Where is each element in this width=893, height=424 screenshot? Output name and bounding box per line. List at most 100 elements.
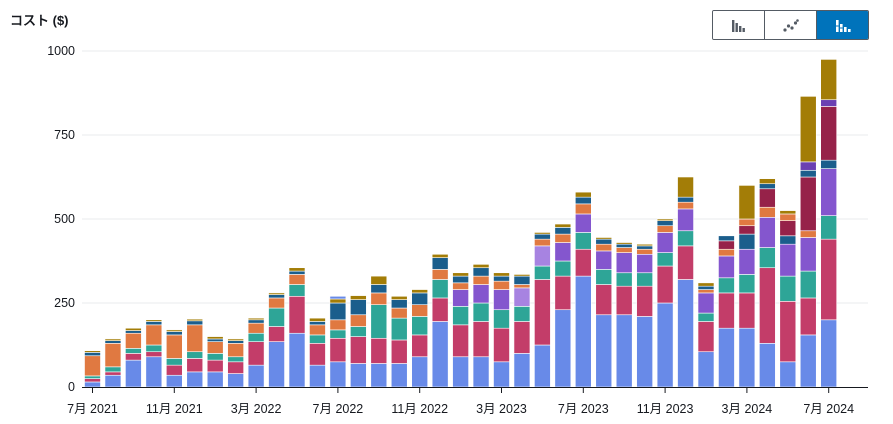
bar-segment[interactable]: [206, 353, 224, 361]
bar-segment[interactable]: [697, 285, 715, 290]
stacked-bar-chart-toggle-button[interactable]: [817, 11, 868, 39]
bar-segment[interactable]: [615, 242, 633, 245]
bar-segment[interactable]: [513, 287, 531, 307]
bar-segment[interactable]: [206, 371, 224, 388]
bar-stack[interactable]: [186, 318, 204, 388]
line-chart-toggle-button[interactable]: [765, 11, 817, 39]
bar-segment[interactable]: [697, 282, 715, 287]
bar-segment[interactable]: [247, 317, 265, 321]
bar-segment[interactable]: [493, 275, 510, 282]
bar-segment[interactable]: [677, 230, 694, 247]
bar-stack[interactable]: [350, 295, 367, 388]
bar-segment[interactable]: [799, 169, 817, 178]
bar-stack[interactable]: [125, 327, 142, 388]
bar-segment[interactable]: [288, 270, 306, 275]
bar-segment[interactable]: [309, 343, 326, 366]
bar-segment[interactable]: [636, 285, 653, 317]
bar-segment[interactable]: [247, 332, 265, 342]
bar-stack[interactable]: [329, 295, 347, 388]
bar-segment[interactable]: [472, 267, 490, 277]
bar-segment[interactable]: [738, 233, 756, 250]
bar-segment[interactable]: [84, 378, 101, 383]
bar-segment[interactable]: [268, 292, 285, 295]
bar-segment[interactable]: [390, 299, 408, 309]
bar-segment[interactable]: [779, 301, 797, 363]
bar-stack[interactable]: [636, 243, 653, 388]
bar-segment[interactable]: [227, 373, 244, 388]
bar-segment[interactable]: [125, 332, 142, 349]
bar-segment[interactable]: [452, 282, 469, 290]
bar-stack[interactable]: [370, 275, 388, 388]
bar-segment[interactable]: [390, 317, 408, 341]
bar-segment[interactable]: [820, 215, 838, 240]
bar-segment[interactable]: [309, 334, 326, 344]
bar-segment[interactable]: [677, 208, 694, 232]
bar-segment[interactable]: [309, 321, 326, 326]
bar-segment[interactable]: [697, 289, 715, 294]
bar-segment[interactable]: [125, 359, 142, 388]
bar-segment[interactable]: [595, 237, 613, 240]
bar-segment[interactable]: [431, 257, 449, 270]
bar-segment[interactable]: [431, 253, 449, 258]
bar-segment[interactable]: [636, 245, 653, 250]
bar-segment[interactable]: [534, 238, 551, 247]
bar-segment[interactable]: [738, 274, 756, 294]
bar-segment[interactable]: [145, 351, 163, 358]
bar-segment[interactable]: [759, 206, 776, 218]
bar-segment[interactable]: [350, 336, 367, 364]
bar-segment[interactable]: [656, 220, 674, 227]
bar-stack[interactable]: [554, 223, 572, 388]
bar-stack[interactable]: [206, 336, 224, 388]
bar-segment[interactable]: [718, 277, 735, 294]
bar-segment[interactable]: [493, 361, 510, 388]
bar-segment[interactable]: [718, 255, 735, 279]
bar-segment[interactable]: [595, 238, 613, 245]
bar-segment[interactable]: [799, 96, 817, 163]
bar-segment[interactable]: [677, 245, 694, 280]
bar-segment[interactable]: [104, 371, 122, 376]
bar-segment[interactable]: [125, 348, 142, 354]
bar-segment[interactable]: [779, 210, 797, 215]
bar-segment[interactable]: [186, 320, 204, 326]
bar-segment[interactable]: [554, 275, 572, 311]
bar-segment[interactable]: [574, 203, 592, 215]
bar-segment[interactable]: [350, 299, 367, 316]
bar-segment[interactable]: [104, 340, 122, 344]
bar-segment[interactable]: [534, 232, 551, 235]
bar-segment[interactable]: [104, 374, 122, 388]
bar-stack[interactable]: [493, 272, 510, 388]
bar-stack[interactable]: [472, 264, 490, 388]
bar-segment[interactable]: [370, 363, 388, 388]
bar-segment[interactable]: [268, 294, 285, 299]
bar-segment[interactable]: [84, 350, 101, 353]
bar-segment[interactable]: [370, 275, 388, 285]
bar-segment[interactable]: [206, 336, 224, 340]
bar-segment[interactable]: [431, 279, 449, 299]
bar-segment[interactable]: [554, 260, 572, 277]
bar-segment[interactable]: [595, 243, 613, 252]
bar-segment[interactable]: [329, 295, 347, 300]
bar-segment[interactable]: [390, 307, 408, 319]
bar-segment[interactable]: [820, 238, 838, 321]
bar-segment[interactable]: [411, 292, 429, 305]
bar-segment[interactable]: [329, 361, 347, 388]
bar-segment[interactable]: [615, 243, 633, 248]
bar-segment[interactable]: [145, 319, 163, 322]
bar-segment[interactable]: [227, 338, 244, 341]
bar-segment[interactable]: [554, 227, 572, 235]
bar-segment[interactable]: [513, 353, 531, 388]
bar-segment[interactable]: [656, 225, 674, 233]
bar-segment[interactable]: [390, 363, 408, 388]
bar-segment[interactable]: [779, 213, 797, 221]
bar-stack[interactable]: [247, 317, 265, 388]
bar-segment[interactable]: [268, 326, 285, 342]
bar-segment[interactable]: [125, 327, 142, 331]
bar-segment[interactable]: [759, 267, 776, 344]
bar-segment[interactable]: [206, 338, 224, 342]
bar-segment[interactable]: [779, 220, 797, 237]
bar-segment[interactable]: [513, 275, 531, 285]
bar-segment[interactable]: [820, 168, 838, 216]
bar-segment[interactable]: [390, 339, 408, 364]
bar-stack[interactable]: [84, 350, 101, 388]
bar-stack[interactable]: [656, 218, 674, 388]
